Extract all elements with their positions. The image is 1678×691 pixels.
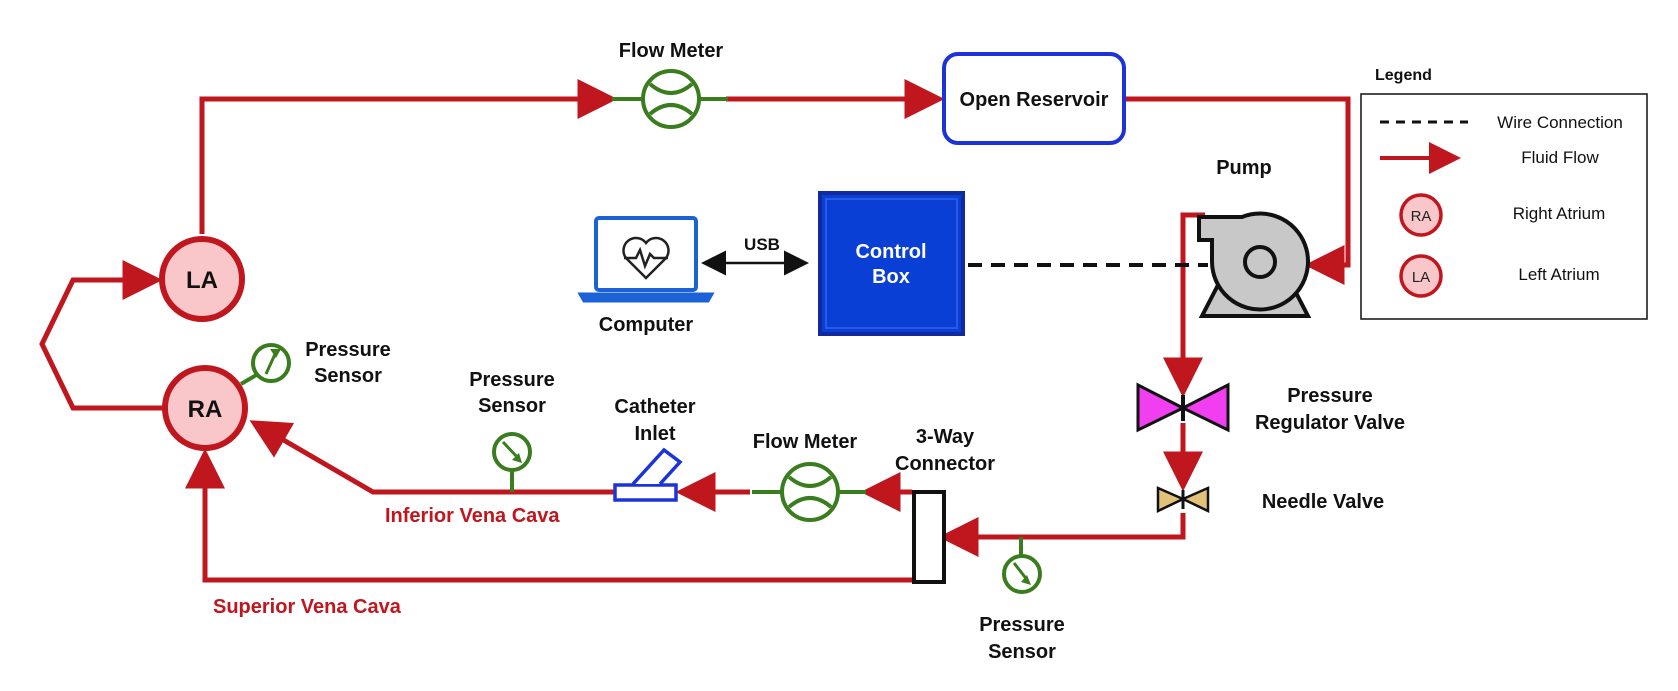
open-reservoir: Open Reservoir xyxy=(942,52,1126,145)
flow-reservoir-to-pump xyxy=(1124,96,1351,285)
usb-link: USB xyxy=(701,235,809,276)
needle-valve-label: Needle Valve xyxy=(1262,491,1384,513)
control-box: Control Box xyxy=(818,191,965,336)
usb-label: USB xyxy=(744,235,780,254)
flow-ivc-to-ra xyxy=(249,420,615,495)
pressure-sensor-ra-label-line2: Sensor xyxy=(314,365,382,387)
ra-label: RA xyxy=(188,396,223,423)
left-atrium-node: LA xyxy=(159,236,245,322)
legend-la-badge-label: LA xyxy=(1412,269,1430,286)
legend-fluid-label: Fluid Flow xyxy=(1521,148,1599,167)
legend-la-label: Left Atrium xyxy=(1518,265,1599,284)
centrifugal-pump-icon xyxy=(1197,211,1312,318)
connector-label-line1: 3-Way xyxy=(916,426,975,448)
flow-meter-icon xyxy=(780,462,840,522)
pressure-gauge-icon xyxy=(1002,554,1042,594)
fluid-flow-lines xyxy=(39,79,1351,583)
legend-ra-badge xyxy=(1399,193,1443,237)
pressure-sensor-ivc-label-line1: Pressure xyxy=(469,369,555,391)
pressure-sensor-bottom-label-line1: Pressure xyxy=(979,614,1065,636)
legend-ra-label: Right Atrium xyxy=(1513,204,1606,223)
flow-meter-top-label: Flow Meter xyxy=(619,40,724,62)
flow-needle-to-connector xyxy=(938,513,1186,557)
catheter-label-line1: Catheter xyxy=(614,396,695,418)
pressure-sensor-ra: Pressure Sensor xyxy=(239,339,391,387)
pump-label: Pump xyxy=(1216,157,1272,179)
regulator-label-line2: Regulator Valve xyxy=(1255,412,1405,434)
flow-ra-to-la xyxy=(39,260,163,411)
catheter-inlet: Catheter Inlet xyxy=(613,396,696,502)
butterfly-valve-icon xyxy=(1156,486,1210,513)
legend-wire-label: Wire Connection xyxy=(1497,113,1623,132)
pressure-sensor-bottom: Pressure Sensor xyxy=(979,537,1065,663)
laptop-heartbeat-icon xyxy=(577,216,715,303)
pressure-sensor-ra-label-line1: Pressure xyxy=(305,339,391,361)
right-atrium-node: RA xyxy=(162,365,248,451)
pressure-regulator-valve: Pressure Regulator Valve xyxy=(1136,382,1405,434)
computer-label: Computer xyxy=(599,314,694,336)
pressure-sensor-bottom-label-line2: Sensor xyxy=(988,641,1056,663)
three-way-connector: 3-Way Connector xyxy=(895,426,995,584)
flow-svc-to-ra xyxy=(185,448,914,583)
computer: Computer xyxy=(577,216,715,336)
catheter-label-line2: Inlet xyxy=(634,423,675,445)
butterfly-valve-icon xyxy=(1136,382,1230,433)
flow-meter-icon xyxy=(641,69,701,129)
control-box-label-line1: Control xyxy=(855,241,926,263)
legend-la-badge xyxy=(1399,254,1443,298)
control-box-label-line2: Box xyxy=(872,266,910,288)
flow-la-to-flowmeter xyxy=(199,79,618,234)
needle-valve: Needle Valve xyxy=(1156,486,1384,513)
catheter-icon xyxy=(613,447,683,502)
legend-title: Legend xyxy=(1375,67,1432,84)
pump: Pump xyxy=(1197,157,1312,318)
flow-meter-top: Flow Meter xyxy=(612,40,728,129)
legend-ra-badge-label: RA xyxy=(1411,208,1432,225)
pressure-gauge-icon xyxy=(251,343,291,383)
regulator-label-line1: Pressure xyxy=(1287,385,1373,407)
legend: Legend Wire Connection Fluid Flow RA Rig… xyxy=(1360,67,1648,320)
svc-label: Superior Vena Cava xyxy=(213,596,402,618)
connector-label-line2: Connector xyxy=(895,453,995,475)
flow-meter-bottom: Flow Meter xyxy=(752,431,866,522)
flow-meter-bottom-label: Flow Meter xyxy=(753,431,858,453)
pressure-sensor-ivc-label-line2: Sensor xyxy=(478,395,546,417)
open-reservoir-label: Open Reservoir xyxy=(960,89,1109,111)
ivc-label: Inferior Vena Cava xyxy=(385,505,560,527)
la-label: LA xyxy=(186,267,218,294)
pressure-sensor-ivc: Pressure Sensor xyxy=(469,369,555,492)
pressure-gauge-icon xyxy=(492,432,532,472)
